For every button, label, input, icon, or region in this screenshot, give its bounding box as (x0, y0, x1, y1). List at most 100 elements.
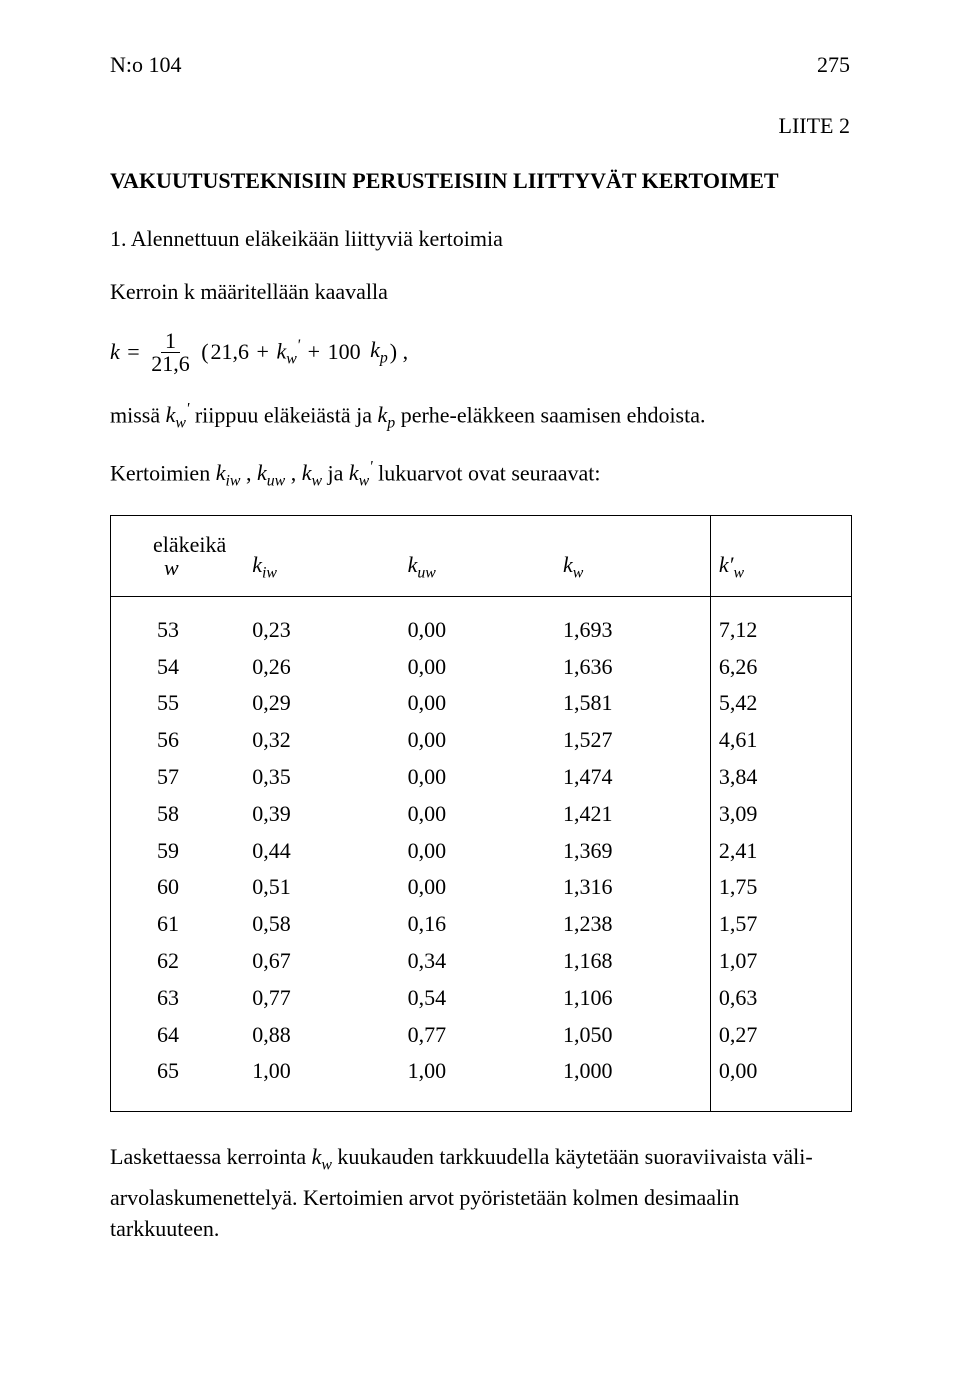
kertoimien-pre: Kertoimien (110, 460, 216, 485)
para-kertoimien: Kertoimien kiw , kuw , kw ja kw' lukuarv… (110, 457, 850, 493)
cell-kuw: 0,16 (400, 906, 555, 943)
cell-kiw: 0,35 (244, 759, 399, 796)
cell-w: 58 (111, 796, 244, 833)
table-row: 560,320,001,5274,61 (111, 722, 851, 759)
cell-w: 59 (111, 833, 244, 870)
cell-w: 61 (111, 906, 244, 943)
table-body: 530,230,001,6937,12540,260,001,6366,2655… (111, 596, 851, 1111)
cell-kiw: 0,88 (244, 1017, 399, 1054)
appendix-label: LIITE 2 (110, 111, 850, 142)
missa-pre: missä (110, 402, 166, 427)
cell-w: 60 (111, 869, 244, 906)
formula-tail: ) , (390, 337, 408, 368)
cell-kuw: 1,00 (400, 1053, 555, 1111)
missa-mid: riippuu eläkeiästä ja (195, 402, 378, 427)
cell-kw: 1,000 (555, 1053, 710, 1111)
k-iw-inline: kiw (216, 460, 241, 485)
page-header: N:o 104 275 (110, 50, 850, 81)
cell-kpw: 0,00 (710, 1053, 851, 1111)
table-row: 570,350,001,4743,84 (111, 759, 851, 796)
cell-kpw: 7,12 (710, 596, 851, 648)
cell-kuw: 0,00 (400, 796, 555, 833)
cell-w: 53 (111, 596, 244, 648)
cell-kpw: 5,42 (710, 685, 851, 722)
cell-kw: 1,369 (555, 833, 710, 870)
table-row: 550,290,001,5815,42 (111, 685, 851, 722)
cell-kuw: 0,34 (400, 943, 555, 980)
k-w-prime-inline-2: kw' (349, 460, 373, 485)
kertoimien-post: lukuarvot ovat seuraavat: (378, 460, 600, 485)
cell-kuw: 0,00 (400, 722, 555, 759)
table-row: 600,510,001,3161,75 (111, 869, 851, 906)
cell-kw: 1,238 (555, 906, 710, 943)
cell-kiw: 0,23 (244, 596, 399, 648)
cell-w: 56 (111, 722, 244, 759)
cell-kw: 1,106 (555, 980, 710, 1017)
formula-const2: 100 (328, 337, 361, 368)
header-right: 275 (817, 50, 850, 81)
open-paren: ( (196, 337, 209, 368)
fraction-denominator: 21,6 (147, 353, 194, 375)
footer-mid: kuukauden tarkkuudella käytetään suoravi… (337, 1144, 812, 1169)
k-w-footer: kw (312, 1144, 332, 1169)
table-row: 651,001,001,0000,00 (111, 1053, 851, 1111)
cell-kiw: 0,32 (244, 722, 399, 759)
table-row: 620,670,341,1681,07 (111, 943, 851, 980)
section-heading: 1. Alennettuun eläkeikään liittyviä kert… (110, 224, 850, 255)
cell-kpw: 1,75 (710, 869, 851, 906)
cell-kpw: 0,63 (710, 980, 851, 1017)
equals-sign: = (122, 337, 145, 368)
cell-kw: 1,581 (555, 685, 710, 722)
page-title: VAKUUTUSTEKNISIIN PERUSTEISIIN LIITTYVÄT… (110, 166, 850, 197)
cell-kiw: 0,77 (244, 980, 399, 1017)
col-header-kpw: k′w (710, 516, 851, 597)
para-missa: missä kw' riippuu eläkeiästä ja kp perhe… (110, 399, 850, 435)
cell-w: 64 (111, 1017, 244, 1054)
cell-kiw: 0,58 (244, 906, 399, 943)
cell-kw: 1,421 (555, 796, 710, 833)
k-w-prime-inline: kw' (166, 402, 190, 427)
cell-kuw: 0,00 (400, 685, 555, 722)
cell-kuw: 0,00 (400, 649, 555, 686)
cell-kw: 1,474 (555, 759, 710, 796)
ja: ja (328, 460, 349, 485)
cell-kiw: 0,29 (244, 685, 399, 722)
cell-kiw: 0,67 (244, 943, 399, 980)
cell-kpw: 4,61 (710, 722, 851, 759)
table-row: 590,440,001,3692,41 (111, 833, 851, 870)
cell-kuw: 0,00 (400, 596, 555, 648)
cell-kpw: 3,09 (710, 796, 851, 833)
cell-kpw: 3,84 (710, 759, 851, 796)
header-left: N:o 104 (110, 50, 182, 81)
formula: k = 1 21,6 ( 21,6 + kw' + 100 kp ) , (110, 330, 850, 375)
footer-para-2: arvolaskumenettelyä. Kertoimien arvot py… (110, 1183, 850, 1245)
cell-w: 54 (111, 649, 244, 686)
table-row: 540,260,001,6366,26 (111, 649, 851, 686)
cell-kpw: 1,07 (710, 943, 851, 980)
cell-kpw: 0,27 (710, 1017, 851, 1054)
cell-kpw: 2,41 (710, 833, 851, 870)
cell-kuw: 0,00 (400, 833, 555, 870)
k-uw-inline: kuw (257, 460, 285, 485)
cell-kiw: 0,26 (244, 649, 399, 686)
col-header-label-line1: eläkeikä (153, 533, 234, 556)
col-header-kuw: kuw (400, 516, 555, 597)
cell-kiw: 0,44 (244, 833, 399, 870)
cell-w: 65 (111, 1053, 244, 1111)
sep2: , (291, 460, 302, 485)
k-p-inline: kp (378, 402, 396, 427)
col-header-kw: kw (555, 516, 710, 597)
missa-post: perhe-eläkkeen saamisen ehdoista. (401, 402, 706, 427)
table-row: 580,390,001,4213,09 (111, 796, 851, 833)
footer-para-1: Laskettaessa kerrointa kw kuukauden tark… (110, 1142, 850, 1177)
cell-kpw: 1,57 (710, 906, 851, 943)
fraction-numerator: 1 (161, 330, 180, 353)
cell-kw: 1,316 (555, 869, 710, 906)
cell-kuw: 0,77 (400, 1017, 555, 1054)
col-header-kiw: kiw (244, 516, 399, 597)
table-row: 530,230,001,6937,12 (111, 596, 851, 648)
cell-kiw: 1,00 (244, 1053, 399, 1111)
formula-fraction: 1 21,6 (147, 330, 194, 375)
cell-kuw: 0,54 (400, 980, 555, 1017)
table-header-row: eläkeikä w kiw kuw kw k′w (111, 516, 851, 597)
